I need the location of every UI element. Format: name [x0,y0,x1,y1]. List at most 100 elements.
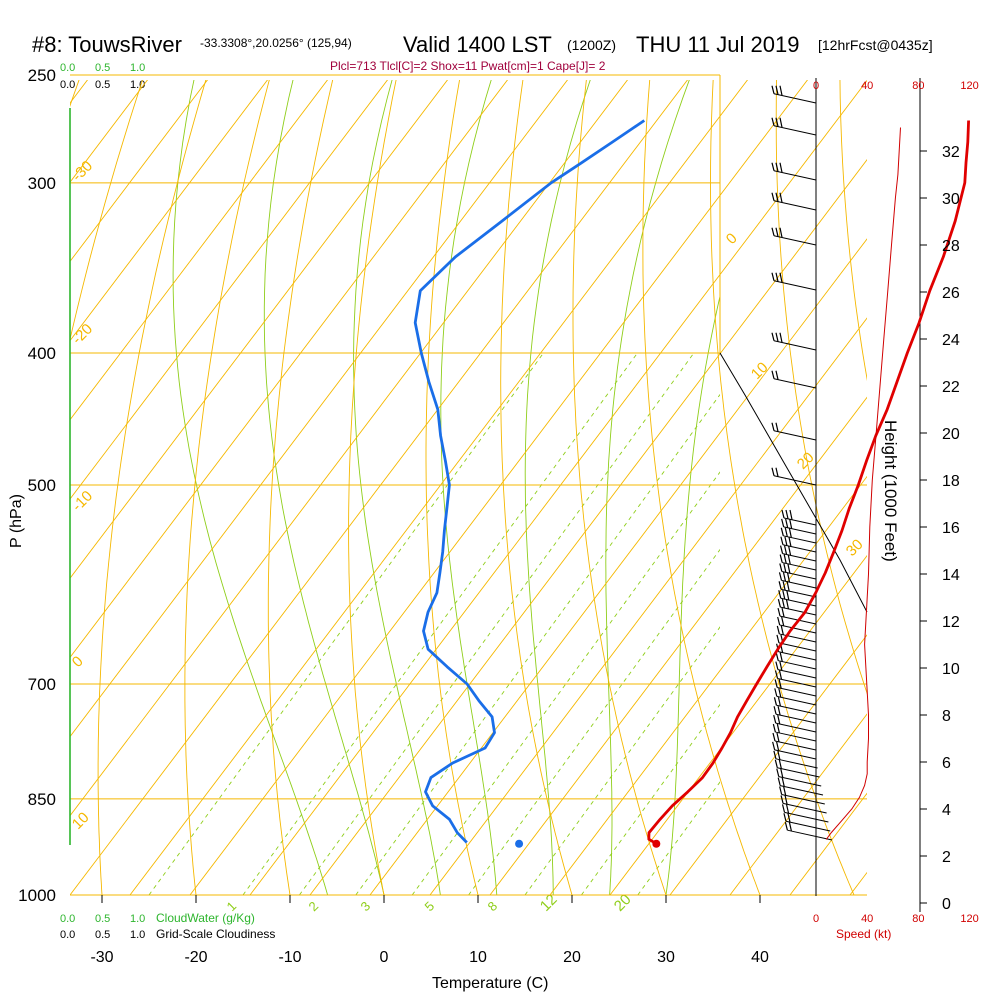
isotherm-line [70,80,148,183]
moist-adiabat-line [263,80,385,895]
wind-barb [780,795,827,814]
x-tick-label: -20 [184,949,207,966]
moist-adiabat-line [665,294,720,895]
y-axis-title: P (hPa) [8,494,25,548]
pressure-tick-label: 400 [28,344,56,363]
height-tick-label: 18 [942,473,960,490]
wind-barb [781,804,829,823]
cloud-bottom-green-1: 0.5 [95,913,110,925]
site-coordinates: -33.3308°,20.0256° (125,94) [200,36,352,50]
isotherm-line [70,80,88,104]
dry-adiabat-line [775,80,867,695]
moist-adiabat-line [440,80,498,895]
isotherm-line [70,80,628,817]
x-tick-label: 0 [380,949,389,966]
wind-barb [775,661,817,679]
isotherm-line [669,634,867,895]
isotherm-line [70,80,388,500]
mixing-ratio-line [411,471,720,895]
zulu-time: (1200Z) [567,37,616,53]
dry-adiabat-line [425,80,479,895]
wind-barb [771,422,817,441]
speed-tick-label-top: 80 [912,80,924,92]
mixing-ratio-line [524,626,720,895]
height-tick-label: 22 [942,379,960,396]
isotherm-line [70,80,688,895]
dry-adiabat-line [184,80,270,895]
moist-adiabat-line [605,80,690,895]
isotherm-line [70,80,328,421]
dry-adiabat-line [500,80,573,895]
wind-barb [783,813,831,832]
height-tick-label: 26 [942,285,960,302]
cloud-bottom-black-0: 0.0 [60,929,75,941]
axes: -30 -20 -10 0 10 20 30 402503004005007008501000… [18,66,979,966]
cloud-top-green-2: 1.0 [130,62,145,74]
isotherm-line [910,0,1000,895]
dry-adiabat-label: 0 [69,653,87,671]
wind-barb [771,370,817,389]
cloud-bottom-black-2: 1.0 [130,929,145,941]
x-axis-title: Temperature (C) [432,975,548,992]
speed-tick-label-top: 120 [960,80,978,92]
height-tick-label: 6 [942,755,951,772]
height-tick-label: 12 [942,614,960,631]
dry-adiabat-label: 10 [748,359,772,383]
pressure-tick-label: 300 [28,174,56,193]
cloud-bottom-green-0: 0.0 [60,913,75,925]
wind-barb [771,332,817,351]
wind-barb [771,117,817,136]
stability-indices: Plcl=713 Tlcl[C]=2 Shox=11 Pwat[cm]=1 Ca… [330,59,606,73]
cloud-scale-top: 0.0 0.5 1.0 0.0 0.5 1.0 [60,62,145,91]
wind-barb [776,768,822,787]
dry-adiabat-label: -20 [69,320,96,347]
moist-adiabat-line [172,80,329,895]
dewpoint-profile-line [413,119,646,844]
dry-adiabat-line [839,80,867,382]
dry-adiabat-label: 0 [723,230,741,248]
x-tick-label: -10 [278,949,301,966]
cloud-bottom-black-1: 0.5 [95,929,110,941]
height-tick-label: 14 [942,567,960,584]
wind-barb [773,750,818,769]
isotherm-line [70,80,448,579]
wind-barbs [771,85,833,841]
forecast-cycle: [12hrFcst@0435z] [818,37,933,53]
wind-panel [719,78,921,912]
isotherm-line [369,238,867,895]
isotherm-line [249,80,867,895]
dry-adiabat-label: -10 [69,487,96,514]
forecast-date: THU 11 Jul 2019 [636,32,799,57]
sounding-profiles [413,119,970,848]
wind-barb [777,616,817,634]
pressure-tick-label: 850 [28,790,56,809]
surface-dewpoint-dot [515,839,524,848]
wind-barb [771,85,817,104]
isotherm-line [70,80,508,659]
wind-barb [772,723,817,742]
wind-barb [771,192,817,211]
wind-barb [771,227,817,246]
wind-barb [771,162,817,181]
dry-adiabat-line [348,80,397,895]
wind-barb [784,822,833,841]
wind-barb [774,759,820,778]
isotherm-line [129,80,748,895]
isotherm-line [429,317,867,895]
wind-barb [774,688,817,706]
wind-barb [778,572,817,589]
x-tick-label: -30 [90,949,113,966]
isotherm-line [609,555,867,895]
dry-adiabat-line [97,80,207,895]
grid-cloudiness-label: Grid-Scale Cloudiness [156,927,275,941]
wind-barb [773,697,817,715]
isotherm-line [729,713,867,895]
mixing-ratio-label: 5 [422,898,438,914]
cloud-top-green-1: 0.5 [95,62,110,74]
dry-adiabat-label: 20 [794,449,818,473]
mixing-ratio-line [355,393,720,895]
speed-tick-label-bottom: 40 [861,913,873,925]
speed-tick-label-top: 0 [813,80,819,92]
